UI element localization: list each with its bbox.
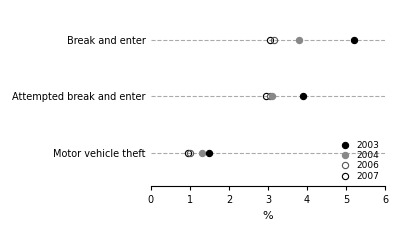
X-axis label: %: % xyxy=(263,211,273,221)
Legend: 2003, 2004, 2006, 2007: 2003, 2004, 2006, 2007 xyxy=(335,140,381,182)
